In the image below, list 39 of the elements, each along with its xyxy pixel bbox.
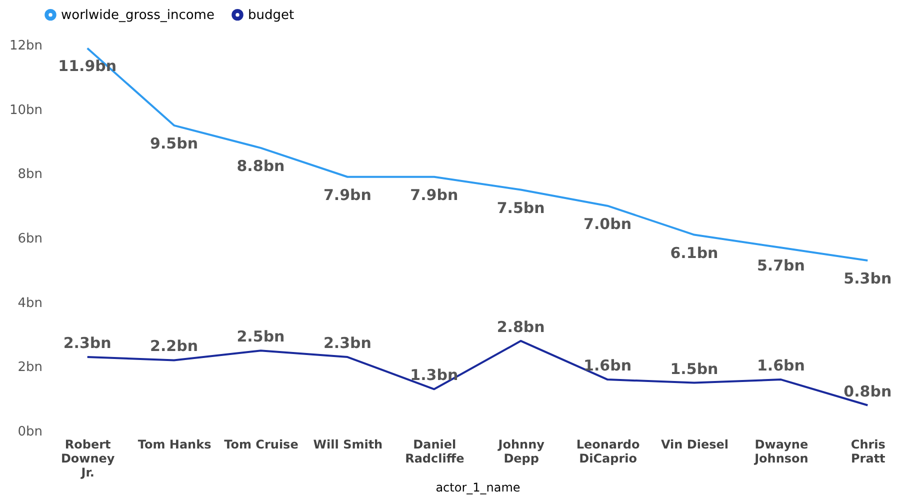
x-tick-label: Will Smith	[313, 438, 383, 452]
x-tick-label: Chris Pratt	[850, 438, 886, 466]
data-label: 5.3bn	[844, 270, 892, 288]
x-tick-label: Tom Hanks	[138, 438, 212, 452]
x-axis-title: actor_1_name	[436, 480, 520, 494]
data-label: 2.3bn	[63, 334, 112, 352]
data-label: 2.5bn	[236, 328, 285, 346]
legend-label: worlwide_gross_income	[61, 8, 214, 23]
x-tick-label: Daniel Radcliffe	[405, 438, 464, 466]
data-label: 2.8bn	[496, 318, 545, 336]
x-tick-label: Dwayne Johnson	[754, 438, 808, 466]
y-tick-label: 6bn	[18, 232, 42, 246]
data-label: 6.1bn	[670, 244, 718, 262]
data-label: 2.3bn	[323, 334, 372, 352]
y-tick-label: 2bn	[18, 360, 42, 376]
data-label: 9.5bn	[150, 134, 198, 152]
data-label: 0.8bn	[844, 382, 892, 400]
data-label: 8.8bn	[236, 156, 285, 175]
data-label: 5.7bn	[756, 256, 805, 275]
y-tick-label: 12bn	[9, 38, 42, 54]
data-label: 1.6bn	[584, 356, 632, 375]
data-label: 7.0bn	[584, 214, 632, 233]
x-tick-label: Robert Downey Jr.	[60, 438, 115, 480]
data-label: 7.9bn	[323, 186, 372, 204]
data-label: 1.3bn	[410, 366, 458, 384]
x-tick-label: Johnny Depp	[497, 438, 545, 466]
y-tick-label: 8bn	[18, 167, 42, 182]
y-tick-label: 10bn	[9, 102, 42, 118]
x-tick-label: Tom Cruise	[224, 438, 298, 452]
data-label: 2.2bn	[150, 337, 198, 356]
data-label: 1.5bn	[670, 360, 718, 378]
y-tick-label: 4bn	[18, 296, 42, 311]
x-tick-label: Vin Diesel	[660, 438, 729, 452]
data-label: 7.9bn	[410, 186, 458, 204]
y-tick-label: 0bn	[18, 424, 42, 440]
legend-label: budget	[248, 8, 294, 23]
x-tick-label: Leonardo DiCaprio	[576, 438, 640, 466]
data-label: 7.5bn	[496, 198, 545, 217]
data-label: 1.6bn	[756, 356, 805, 375]
